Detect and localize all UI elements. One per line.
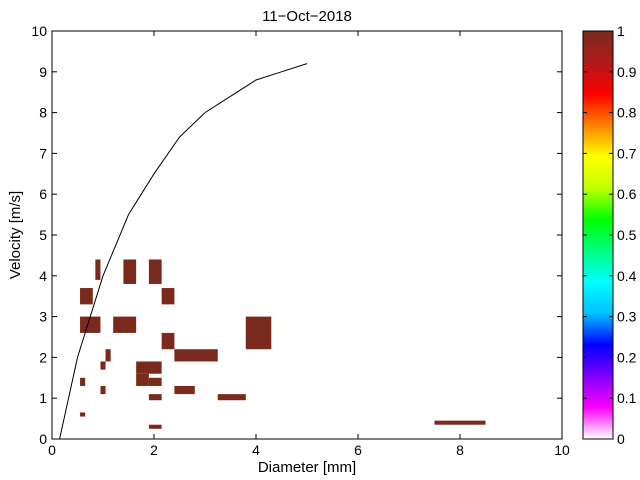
heatmap-cell	[113, 316, 137, 333]
y-tick-label: 8	[39, 105, 47, 121]
y-tick-label: 6	[39, 186, 47, 202]
y-tick-label: 0	[39, 431, 47, 447]
y-tick-label: 4	[39, 268, 47, 284]
y-tick-label: 5	[39, 227, 47, 243]
x-tick-label: 0	[48, 442, 56, 458]
heatmap-cell	[148, 424, 162, 429]
heatmap-cell	[174, 385, 195, 395]
x-tick-label: 10	[554, 442, 570, 458]
x-tick-label: 6	[354, 442, 362, 458]
heatmap-cells	[80, 259, 486, 429]
heatmap-cell	[161, 332, 175, 350]
colorbar-tick-label: 0.8	[617, 105, 637, 121]
colorbar-tick-label: 0.3	[617, 309, 637, 325]
y-tick-label: 9	[39, 64, 47, 80]
x-axis-label: Diameter [mm]	[258, 459, 356, 476]
heatmap-cell	[95, 259, 101, 280]
x-tick-label: 4	[252, 442, 260, 458]
heatmap-cell	[100, 361, 106, 370]
plot-frame	[51, 30, 563, 440]
x-axis-ticks: 0 2 4 6 8 10	[48, 31, 570, 458]
colorbar-tick-label: 0	[617, 431, 625, 447]
heatmap-cell	[217, 394, 246, 401]
y-tick-label: 7	[39, 145, 47, 161]
colorbar-tick-label: 0.9	[617, 64, 637, 80]
colorbar-tick-label: 0.6	[617, 186, 637, 202]
heatmap-cell	[148, 394, 162, 401]
heatmap-cell	[136, 373, 149, 386]
heatmap-cell	[100, 385, 106, 395]
heatmap-cell	[174, 349, 218, 362]
y-tick-label: 10	[31, 23, 47, 39]
colorbar-ticks: 0 0.1 0.2 0.3 0.4 0.5 0.6 0.7 0.8 0.9 1	[583, 23, 637, 447]
chart-title: 11−Oct−2018	[262, 8, 352, 25]
heatmap-cell	[80, 412, 86, 417]
heatmap-cell	[148, 377, 162, 386]
heatmap-cell	[80, 377, 86, 386]
x-tick-label: 8	[456, 442, 464, 458]
heatmap-cell	[80, 288, 93, 305]
heatmap-cell	[434, 420, 486, 425]
x-tick-label: 2	[150, 442, 158, 458]
heatmap-cell	[123, 259, 137, 284]
y-tick-label: 3	[39, 309, 47, 325]
heatmap-cell	[136, 361, 162, 374]
colorbar-tick-label: 1	[617, 23, 625, 39]
colorbar-tick-label: 0.2	[617, 349, 637, 365]
colorbar-tick-label: 0.4	[617, 268, 637, 284]
terminal-velocity-line	[59, 63, 308, 439]
y-tick-label: 2	[39, 349, 47, 365]
colorbar	[582, 30, 614, 440]
heatmap-cell	[161, 288, 175, 305]
y-tick-label: 1	[39, 390, 47, 406]
heatmap-cell	[105, 349, 111, 362]
colorbar-tick-label: 0.5	[617, 227, 637, 243]
heatmap-cell	[80, 316, 101, 333]
colorbar-tick-label: 0.7	[617, 145, 637, 161]
heatmap-cell	[148, 259, 162, 284]
y-axis-label: Velocity [m/s]	[7, 191, 24, 279]
colorbar-tick-label: 0.1	[617, 390, 637, 406]
y-axis-ticks: 0 1 2 3 4 5 6 7 8 9 10	[31, 23, 562, 447]
heatmap-cell	[245, 316, 272, 350]
